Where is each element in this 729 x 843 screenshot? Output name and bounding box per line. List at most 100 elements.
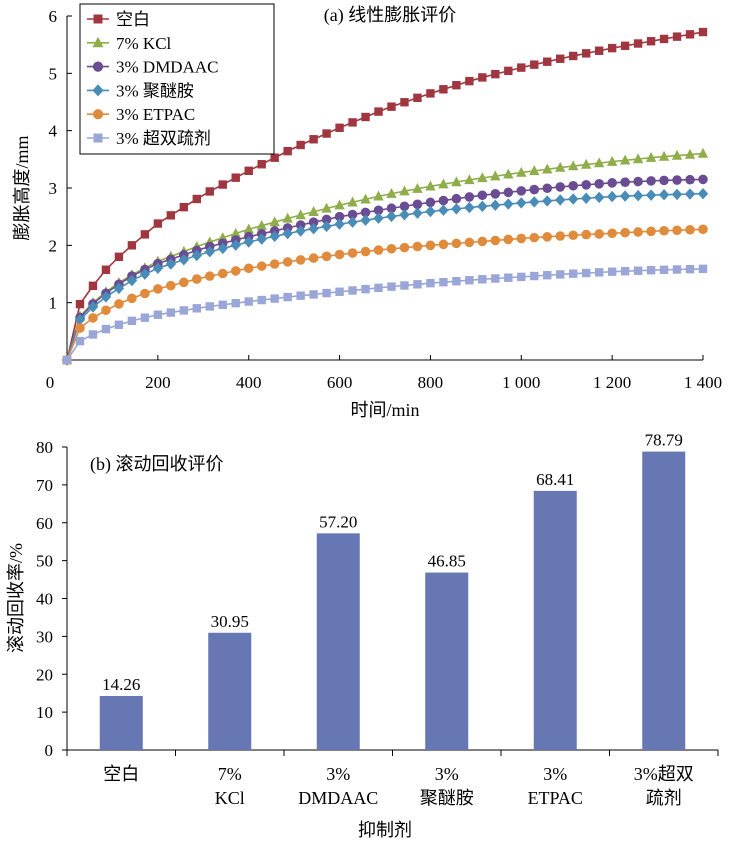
x-tick-label: 1 000	[502, 373, 540, 392]
data-point	[606, 190, 618, 203]
data-point	[465, 276, 474, 285]
data-point	[645, 189, 657, 201]
data-point	[464, 192, 475, 202]
data-point	[503, 187, 514, 198]
data-point	[283, 292, 292, 302]
data-point	[438, 239, 449, 250]
data-point	[166, 211, 176, 220]
data-point	[373, 190, 384, 201]
data-point	[88, 281, 98, 290]
series-line	[66, 192, 704, 361]
data-point	[204, 271, 215, 281]
data-point	[308, 206, 319, 216]
bar	[425, 572, 469, 750]
data-label: 46.85	[428, 552, 466, 571]
data-point	[387, 102, 396, 111]
x-tick-label: 600	[327, 373, 353, 392]
data-point	[451, 238, 462, 249]
data-point	[646, 176, 656, 186]
data-point	[580, 192, 592, 204]
data-point	[491, 69, 500, 79]
data-point	[257, 295, 266, 305]
data-point	[139, 268, 151, 280]
x-axis-title: 时间/min	[350, 400, 419, 420]
data-point	[282, 227, 293, 240]
y-tick-label: 6	[49, 7, 58, 26]
series-5	[62, 264, 708, 365]
data-point	[218, 180, 227, 189]
data-point	[581, 49, 591, 58]
data-point	[179, 306, 189, 315]
chart-title: (b) 滚动回收评价	[90, 454, 224, 475]
data-point	[114, 320, 124, 329]
x-tick-label: 400	[236, 373, 262, 392]
data-point	[413, 280, 422, 289]
data-point	[542, 195, 553, 207]
data-point	[438, 178, 449, 189]
data-point	[361, 112, 370, 122]
data-point	[295, 255, 306, 265]
data-point	[698, 224, 708, 235]
x-tick-label: ETPAC	[528, 788, 583, 808]
data-point	[464, 201, 475, 214]
data-point	[685, 224, 695, 235]
data-label: 30.95	[211, 612, 249, 631]
data-point	[672, 225, 682, 236]
data-point	[646, 226, 656, 237]
data-point	[92, 36, 104, 48]
data-point	[555, 161, 566, 172]
data-point	[698, 27, 708, 37]
data-point	[178, 254, 190, 266]
series-4	[62, 224, 708, 365]
legend-label: 7% KCl	[116, 34, 172, 53]
data-point	[438, 195, 449, 206]
data-point	[425, 240, 436, 251]
data-point	[361, 284, 370, 294]
data-label: 78.79	[645, 431, 683, 450]
data-label: 57.20	[319, 512, 357, 531]
data-point	[503, 198, 514, 210]
legend-label: 3% 超双疏剂	[116, 129, 211, 148]
data-point	[191, 249, 202, 262]
data-point	[685, 264, 695, 274]
data-point	[399, 185, 410, 196]
data-point	[672, 265, 682, 274]
legend: 空白 7% KCl 3% DMDAAC 3% 聚醚胺 3% ETPAC 3% 超双疏剂	[79, 3, 275, 155]
data-point	[684, 148, 696, 159]
data-point	[413, 93, 422, 103]
bar	[208, 632, 252, 750]
data-point	[542, 183, 553, 194]
data-point	[451, 193, 462, 204]
data-point	[684, 188, 696, 200]
data-point	[204, 246, 215, 258]
data-point	[439, 277, 448, 287]
data-point	[386, 203, 397, 214]
data-point	[217, 242, 228, 255]
data-point	[230, 239, 241, 251]
data-point	[451, 176, 462, 187]
data-point	[491, 274, 500, 283]
data-point	[113, 282, 125, 295]
data-point	[74, 314, 86, 326]
data-point	[607, 178, 617, 188]
data-point	[296, 291, 305, 300]
data-point	[270, 294, 279, 303]
data-point	[400, 98, 409, 107]
data-point	[75, 336, 85, 346]
data-point	[439, 85, 448, 94]
data-point	[477, 172, 488, 183]
data-point	[321, 220, 332, 233]
data-point	[697, 147, 709, 158]
data-point	[516, 166, 527, 177]
data-point	[619, 190, 631, 202]
data-point	[295, 225, 306, 237]
series-3	[61, 188, 709, 366]
data-point	[126, 274, 138, 287]
data-point	[153, 284, 163, 294]
x-tick-label: 3%	[543, 764, 567, 784]
data-point	[580, 158, 592, 169]
data-point	[412, 199, 423, 210]
data-point	[478, 73, 487, 82]
data-point	[504, 66, 513, 76]
data-point	[412, 241, 423, 252]
